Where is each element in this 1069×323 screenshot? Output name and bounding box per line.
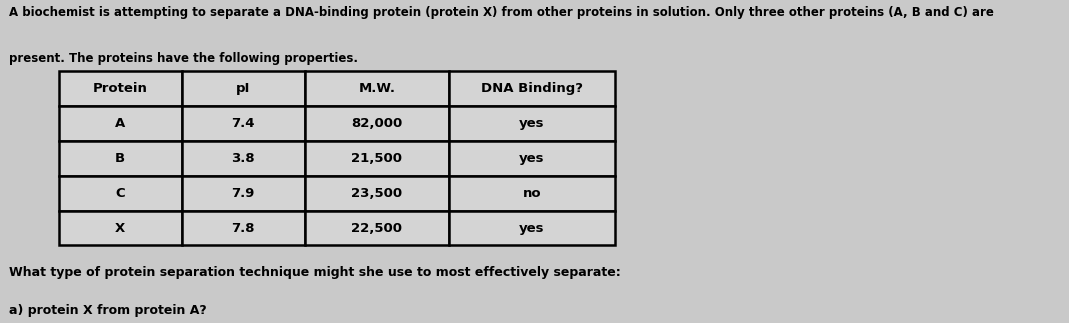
Bar (59, 71, 182, 106)
Text: A: A (115, 117, 125, 130)
Bar (305, 106, 449, 141)
Text: 82,000: 82,000 (352, 117, 402, 130)
Text: X: X (115, 222, 125, 234)
Text: 23,500: 23,500 (352, 187, 402, 200)
Bar (449, 176, 615, 211)
Bar (449, 141, 615, 176)
Bar (449, 211, 615, 245)
Text: 22,500: 22,500 (352, 222, 402, 234)
Bar (59, 176, 182, 211)
Text: 3.8: 3.8 (231, 152, 255, 165)
Bar (182, 211, 305, 245)
Bar (449, 106, 615, 141)
Text: What type of protein separation technique might she use to most effectively sepa: What type of protein separation techniqu… (9, 266, 620, 279)
Bar (305, 211, 449, 245)
Text: M.W.: M.W. (358, 82, 396, 95)
Text: Protein: Protein (93, 82, 148, 95)
Text: yes: yes (520, 152, 544, 165)
Text: yes: yes (520, 117, 544, 130)
Bar (59, 211, 182, 245)
Bar (305, 176, 449, 211)
Bar (182, 106, 305, 141)
Bar (59, 141, 182, 176)
Text: a) protein X from protein A?: a) protein X from protein A? (9, 304, 206, 317)
Bar (449, 71, 615, 106)
Text: 7.8: 7.8 (232, 222, 254, 234)
Bar (182, 176, 305, 211)
Text: 7.9: 7.9 (232, 187, 254, 200)
Bar (59, 106, 182, 141)
Text: C: C (115, 187, 125, 200)
Text: DNA Binding?: DNA Binding? (481, 82, 583, 95)
Text: present. The proteins have the following properties.: present. The proteins have the following… (9, 52, 357, 65)
Text: no: no (523, 187, 541, 200)
Bar (305, 71, 449, 106)
Text: B: B (115, 152, 125, 165)
Bar (182, 71, 305, 106)
Text: A biochemist is attempting to separate a DNA-binding protein (protein X) from ot: A biochemist is attempting to separate a… (9, 6, 993, 19)
Text: yes: yes (520, 222, 544, 234)
Text: 21,500: 21,500 (352, 152, 402, 165)
Bar (305, 141, 449, 176)
Text: pI: pI (236, 82, 250, 95)
Text: 7.4: 7.4 (232, 117, 254, 130)
Bar (182, 141, 305, 176)
